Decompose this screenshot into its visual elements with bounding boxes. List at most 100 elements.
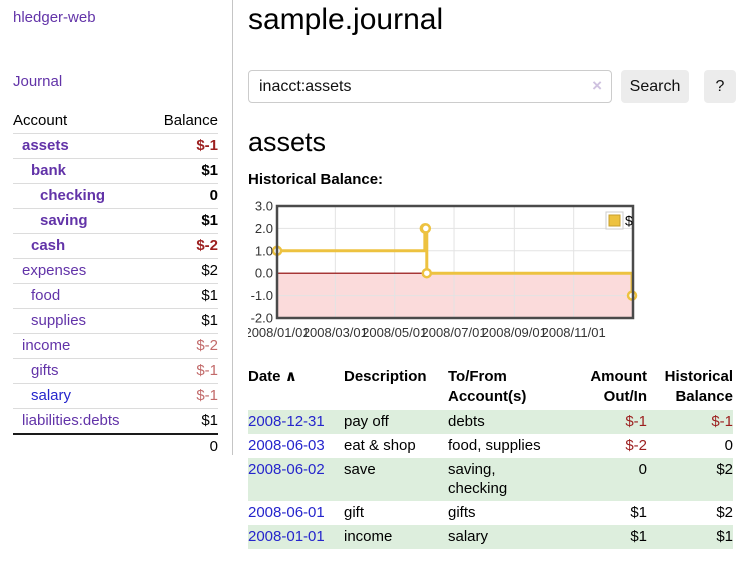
account-link[interactable]: bank xyxy=(31,162,67,179)
svg-text:2008/05/01: 2008/05/01 xyxy=(362,325,427,340)
svg-text:1.0: 1.0 xyxy=(255,243,273,258)
clear-search-icon[interactable]: × xyxy=(592,76,602,95)
data-point-marker xyxy=(420,223,432,234)
help-button[interactable]: ? xyxy=(704,70,736,103)
account-row: checking 0 xyxy=(13,183,218,209)
account-link[interactable]: gifts xyxy=(31,362,59,379)
historical-balance-chart: 3.0 2.0 1.0 0.0 -1.0 -2.02008/01/012008/03/01… xyxy=(248,199,638,340)
account-balance: $1 xyxy=(148,283,218,309)
page-title: sample.journal xyxy=(248,3,444,36)
account-balance: $1 xyxy=(148,158,218,184)
account-balance: $-2 xyxy=(148,233,218,259)
sidebar-item-journal[interactable]: Journal xyxy=(13,73,63,90)
search-button[interactable]: Search xyxy=(621,70,689,103)
account-row: supplies $1 xyxy=(13,308,218,334)
transaction-amount: $1 xyxy=(630,504,647,521)
search-bar: × Search ? xyxy=(248,70,742,103)
register-header-date[interactable]: Date ∧ xyxy=(248,368,297,385)
register-row: 2008-06-01 gift gifts $1 $2 xyxy=(248,501,733,525)
register-header-balance: Historical Balance xyxy=(664,368,733,405)
account-link[interactable]: expenses xyxy=(22,262,87,279)
account-row: cash $-2 xyxy=(13,233,218,259)
svg-text:3.0: 3.0 xyxy=(255,199,273,214)
transaction-accounts: salary xyxy=(448,525,552,549)
svg-text:2008/01/01: 2008/01/01 xyxy=(248,325,310,340)
transaction-balance: $2 xyxy=(647,458,733,501)
account-balance: $1 xyxy=(148,308,218,334)
account-row: gifts $-1 xyxy=(13,358,218,384)
account-row: liabilities:debts $1 xyxy=(13,408,218,434)
chart-border xyxy=(275,204,635,320)
transaction-amount: $-2 xyxy=(625,437,647,454)
transaction-accounts: debts xyxy=(448,410,552,434)
svg-text:2.0: 2.0 xyxy=(255,221,273,236)
transaction-accounts: gifts xyxy=(448,504,476,521)
transaction-balance: $2 xyxy=(716,504,733,521)
transaction-description: eat & shop xyxy=(344,437,416,454)
account-balance: $1 xyxy=(148,408,218,434)
accounts-header-balance: Balance xyxy=(163,112,218,129)
transaction-description: pay off xyxy=(344,410,448,434)
register-row: 2008-01-01 income salary $1 $1 xyxy=(248,525,733,549)
transaction-date-link[interactable]: 2008-06-02 xyxy=(248,461,325,478)
account-row: food $1 xyxy=(13,283,218,309)
account-link[interactable]: cash xyxy=(31,237,66,254)
register-row: 2008-06-02 save saving, checking 0 $2 xyxy=(248,458,733,501)
account-link[interactable]: liabilities:debts xyxy=(22,412,120,429)
svg-text:0.0: 0.0 xyxy=(255,266,273,281)
account-link[interactable]: checking xyxy=(40,187,106,204)
register-row: 2008-12-31 pay off debts $-1 $-1 xyxy=(248,410,733,434)
register-header-accounts: To/From Account(s) xyxy=(448,368,527,405)
search-input[interactable] xyxy=(248,70,612,103)
legend-swatch xyxy=(608,214,621,227)
account-balance: 0 xyxy=(148,183,218,209)
account-balance: $-1 xyxy=(148,358,218,384)
transaction-amount: $1 xyxy=(552,525,647,549)
transaction-amount: 0 xyxy=(552,458,647,501)
account-row: expenses $2 xyxy=(13,258,218,284)
account-row: saving $1 xyxy=(13,208,218,234)
transaction-date-link[interactable]: 2008-06-01 xyxy=(248,504,325,521)
account-link[interactable]: supplies xyxy=(31,312,87,329)
account-row: salary $-1 xyxy=(13,383,218,409)
transaction-balance: $1 xyxy=(647,525,733,549)
register-row: 2008-06-03 eat & shop food, supplies $-2 0 xyxy=(248,434,733,458)
accounts-total-value: 0 xyxy=(148,433,218,459)
account-row: assets $-1 xyxy=(13,133,218,159)
data-point-marker xyxy=(421,267,433,279)
account-balance: $-2 xyxy=(148,333,218,359)
svg-text:-1.0: -1.0 xyxy=(251,288,273,303)
svg-text:2008/07/01: 2008/07/01 xyxy=(421,325,486,340)
transaction-accounts: food, supplies xyxy=(448,437,541,454)
app-title-link[interactable]: hledger-web xyxy=(13,9,96,26)
sidebar: hledger-web Journal Account Balance asse… xyxy=(0,0,233,459)
main-panel: sample.journal × Search ? assets Histori… xyxy=(248,0,742,549)
account-row: income $-2 xyxy=(13,333,218,359)
transaction-description: gift xyxy=(344,504,365,521)
legend-label: $ xyxy=(625,213,633,229)
account-balance: $1 xyxy=(148,208,218,234)
accounts-total-row: 0 xyxy=(13,433,218,459)
account-link[interactable]: salary xyxy=(31,387,72,404)
accounts-table: Account Balance assets $-1 bank $1 checking 0… xyxy=(13,109,218,459)
transaction-date-link[interactable]: 2008-06-03 xyxy=(248,437,325,454)
transaction-description: income xyxy=(344,525,448,549)
account-balance: $-1 xyxy=(148,383,218,409)
register-header-amount: Amount Out/In xyxy=(590,368,647,405)
account-link[interactable]: food xyxy=(31,287,61,304)
register-table: Date ∧ Description To/From Account(s) Am… xyxy=(248,365,733,549)
account-link[interactable]: assets xyxy=(22,137,69,154)
accounts-header-account: Account xyxy=(13,112,68,129)
account-link[interactable]: saving xyxy=(40,212,88,229)
account-row: bank $1 xyxy=(13,158,218,184)
sort-ascending-icon: ∧ xyxy=(284,368,297,385)
transaction-balance: 0 xyxy=(724,437,733,454)
transaction-balance: $-1 xyxy=(647,410,733,434)
transaction-date-link[interactable]: 2008-01-01 xyxy=(248,528,325,545)
transaction-date-link[interactable]: 2008-12-31 xyxy=(248,413,325,430)
svg-text:2008/11/01: 2008/11/01 xyxy=(542,325,606,340)
account-link[interactable]: income xyxy=(22,337,71,354)
register-header-description: Description xyxy=(344,368,427,385)
chart-heading: Historical Balance: xyxy=(248,171,384,188)
account-balance: $-1 xyxy=(148,133,218,159)
